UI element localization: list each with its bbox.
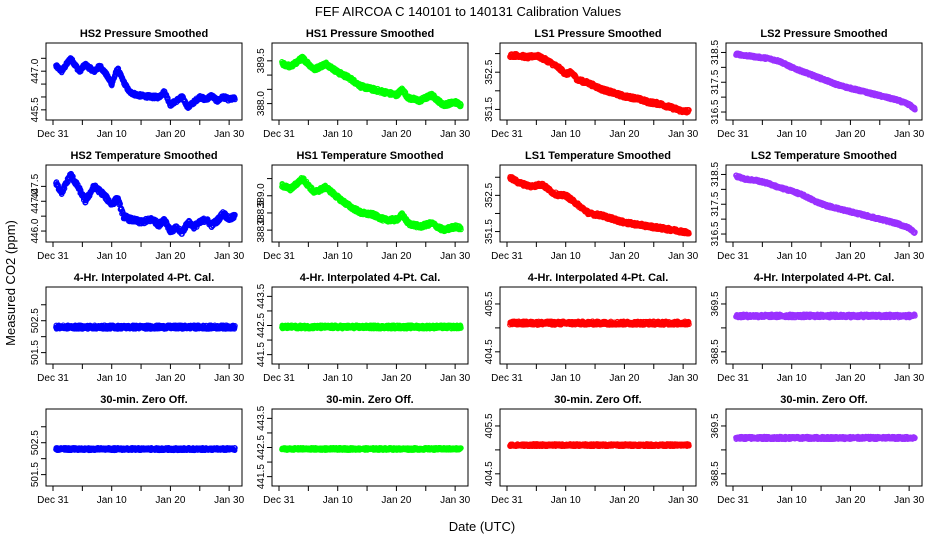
data-series-hs2 [53, 55, 238, 111]
figure-title: FEF AIRCOA C 140101 to 140131 Calibratio… [315, 4, 622, 19]
y-tick-label: 351.5 [484, 96, 495, 121]
panel-ls1-1: LS1 Temperature Smoothed Dec 31 Jan 10 Jan … [484, 150, 699, 262]
data-series-hs2 [53, 170, 238, 237]
y-tick-label: 352.5 [484, 59, 495, 84]
plot-frame [45, 42, 243, 121]
data-series-ls1 [507, 173, 692, 237]
x-tick-label: Jan 10 [777, 129, 807, 140]
y-axis-label: Measured CO2 (ppm) [3, 220, 18, 346]
x-tick-label: Jan 30 [440, 251, 470, 262]
panel-title: LS2 Pressure Smoothed [760, 28, 887, 40]
y-tick-label: 351.5 [484, 219, 495, 244]
x-tick-label: Jan 10 [97, 251, 127, 262]
x-tick-label: Dec 31 [37, 129, 69, 140]
x-tick-label: Jan 30 [214, 251, 244, 262]
x-tick-label: Dec 31 [491, 251, 523, 262]
y-tick-label: 316.5 [710, 99, 721, 124]
data-series-ls2 [733, 172, 918, 236]
panel-title: LS2 Temperature Smoothed [751, 150, 897, 162]
x-tick-label: Jan 30 [440, 129, 470, 140]
y-tick-label: 388.0 [256, 91, 267, 116]
x-tick-label: Dec 31 [37, 251, 69, 262]
x-axis-label: Date (UTC) [449, 519, 515, 534]
data-series-hs1 [279, 175, 464, 235]
data-series-ls1 [507, 51, 692, 116]
x-tick-label: Jan 30 [668, 129, 698, 140]
x-tick-label: Dec 31 [263, 251, 295, 262]
data-series-ls2 [733, 50, 918, 113]
x-tick-label: Jan 30 [894, 129, 924, 140]
x-tick-label: Jan 10 [551, 129, 581, 140]
y-tick-label: 317.5 [710, 69, 721, 94]
y-tick-label: 389.0 [256, 183, 267, 208]
x-tick-label: Jan 20 [155, 129, 185, 140]
y-tick-label: 318.5 [710, 40, 721, 65]
y-tick-label: 352.5 [484, 182, 495, 207]
y-tick-label: 447.0 [30, 58, 41, 83]
x-tick-label: Jan 20 [609, 251, 639, 262]
data-point [232, 96, 238, 103]
x-tick-label: Jan 10 [323, 129, 353, 140]
y-tick-label: 445.5 [30, 97, 41, 122]
panel-title: HS2 Pressure Smoothed [80, 28, 208, 40]
y-tick-label: 447.5 [30, 173, 41, 198]
x-tick-label: Jan 20 [609, 129, 639, 140]
x-tick-label: Jan 20 [381, 251, 411, 262]
x-tick-label: Jan 30 [668, 251, 698, 262]
panel-grid: HS2 Pressure Smoothed Dec 31 Jan 10 Jan 20 J… [30, 28, 925, 506]
panel-title: HS1 Temperature Smoothed [296, 150, 443, 162]
panel-title: HS1 Pressure Smoothed [306, 28, 434, 40]
x-tick-label: Dec 31 [263, 129, 295, 140]
panel-title: LS1 Temperature Smoothed [525, 150, 671, 162]
x-tick-label: Jan 20 [835, 129, 865, 140]
x-tick-label: Jan 10 [97, 129, 127, 140]
panel-hs1-1: HS1 Temperature Smoothed Dec 31 Jan 10 Jan … [256, 150, 471, 262]
x-tick-label: Dec 31 [717, 129, 749, 140]
y-tick-label: 446.0 [30, 218, 41, 243]
y-tick-label: 389.5 [256, 48, 267, 73]
data-series-hs1 [279, 53, 464, 110]
x-tick-label: Jan 20 [381, 129, 411, 140]
panel-title: LS1 Pressure Smoothed [534, 28, 661, 40]
panel-hs1-0: HS1 Pressure Smoothed Dec 31 Jan 10 Jan 20 J… [256, 28, 471, 140]
panel-ls1-0: LS1 Pressure Smoothed Dec 31 Jan 10 Jan 20 J… [484, 28, 699, 140]
data-point [109, 81, 115, 88]
x-tick-label: Jan 30 [214, 129, 244, 140]
panel-title: HS2 Temperature Smoothed [70, 150, 217, 162]
panel-hs2-0: HS2 Pressure Smoothed Dec 31 Jan 10 Jan 20 J… [30, 28, 245, 140]
x-tick-label: Jan 10 [323, 251, 353, 262]
panel-ls2-0: LS2 Pressure Smoothed Dec 31 Jan 10 Jan 20 J… [710, 28, 925, 140]
x-tick-label: Dec 31 [491, 129, 523, 140]
x-tick-label: Jan 20 [155, 251, 185, 262]
panel-hs2-1: HS2 Temperature Smoothed Dec 31 Jan 10 Jan … [30, 150, 245, 262]
x-tick-label: Jan 10 [551, 251, 581, 262]
